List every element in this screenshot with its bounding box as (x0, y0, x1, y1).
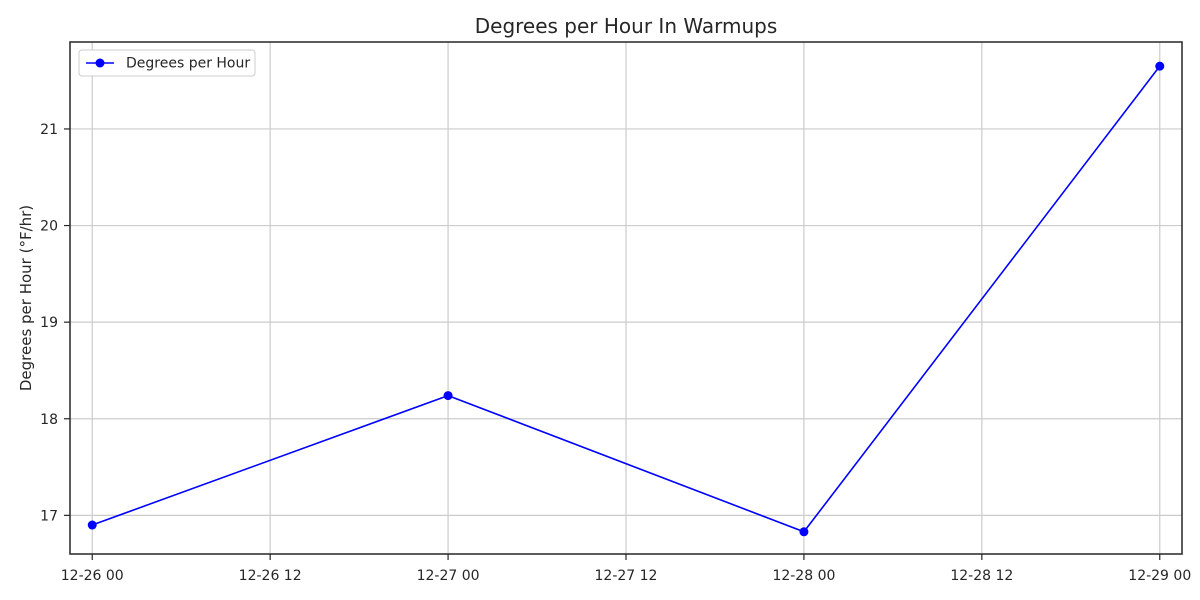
x-axis-ticks: 12-26 00 12-26 12 12-27 00 12-27 12 12-28 00… (61, 554, 1191, 584)
x-tick-label: 12-27 12 (595, 568, 658, 584)
y-tick-label: 17 (40, 508, 58, 524)
series-line (91, 65, 1161, 533)
y-tick-label: 19 (40, 315, 58, 331)
legend-series-marker (95, 58, 105, 68)
x-tick-label: 12-27 00 (417, 568, 480, 584)
x-tick-label: 12-29 00 (1128, 568, 1191, 584)
legend: Degrees per Hour (78, 49, 256, 77)
y-axis-label: Degrees per Hour (°F/hr) (17, 205, 35, 391)
y-tick-label: 20 (40, 219, 58, 235)
chart-title: Degrees per Hour In Warmups (475, 14, 778, 38)
legend-box (78, 49, 256, 77)
data-point (799, 527, 809, 537)
data-point (87, 520, 97, 530)
legend-series-label: Degrees per Hour (126, 56, 250, 72)
y-axis-ticks: 17 18 19 20 21 (40, 122, 70, 524)
x-tick-label: 12-26 00 (61, 568, 124, 584)
plot-frame (69, 41, 1183, 555)
x-tick-label: 12-28 00 (772, 568, 835, 584)
data-point (443, 391, 453, 401)
y-tick-label: 21 (40, 122, 58, 138)
x-tick-label: 12-26 12 (239, 568, 302, 584)
y-tick-label: 18 (40, 412, 58, 428)
x-tick-label: 12-28 12 (950, 568, 1013, 584)
grid (70, 42, 1182, 554)
series-layer (87, 61, 1165, 537)
data-point (1155, 61, 1165, 71)
